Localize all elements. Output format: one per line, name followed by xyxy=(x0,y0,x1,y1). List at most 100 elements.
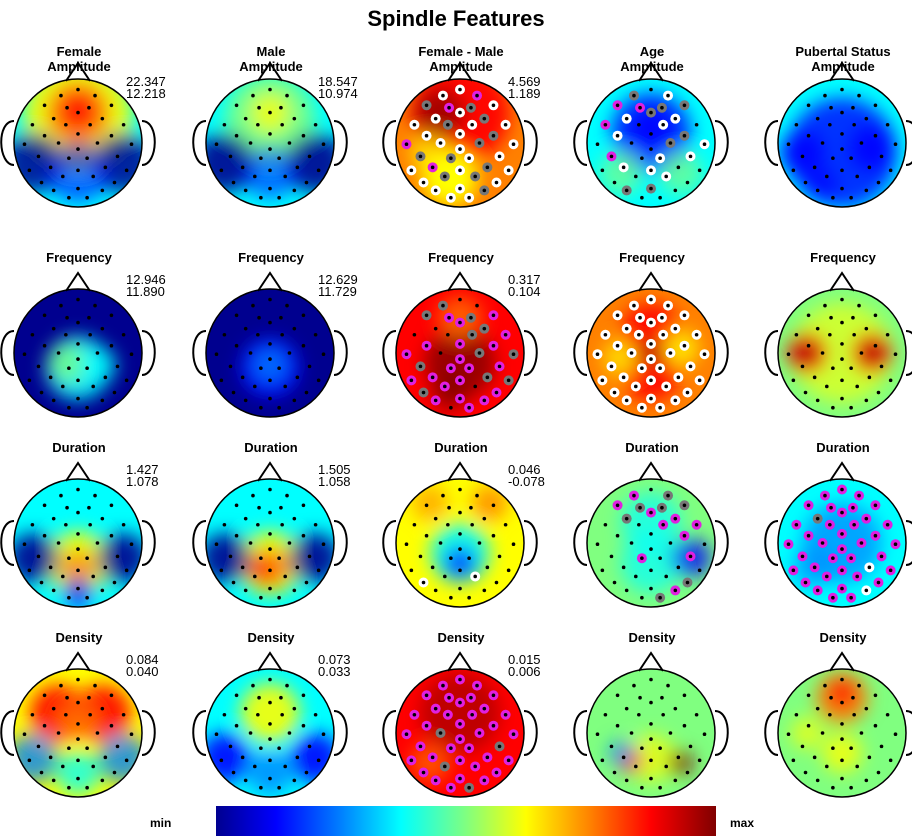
head-topomap-icon xyxy=(764,61,912,208)
topomap-panel: Duration 1.427 1.078 xyxy=(0,440,186,630)
range-max: 12.946 xyxy=(126,272,166,287)
range-min: 0.033 xyxy=(318,664,351,679)
range-labels: 22.347 12.218 xyxy=(126,74,166,101)
range-min: 1.058 xyxy=(318,474,351,489)
head-topomap-icon xyxy=(573,271,729,418)
panel-title: Age Amplitude xyxy=(577,44,727,74)
range-max: 22.347 xyxy=(126,74,166,89)
range-min: 0.040 xyxy=(126,664,159,679)
figure-title: Spindle Features xyxy=(367,6,545,31)
column-title: Male xyxy=(256,44,286,59)
panel-title: Frequency xyxy=(4,250,154,265)
metric-label: Frequency xyxy=(619,250,685,265)
metric-label: Duration xyxy=(434,440,488,455)
range-labels: 4.569 1.189 xyxy=(508,74,541,101)
panel-title: Duration xyxy=(768,440,912,455)
topomap-panel: Frequency 12.629 11.729 xyxy=(192,250,378,440)
range-max: 1.427 xyxy=(126,462,159,477)
column-title: Female - Male xyxy=(418,44,504,59)
range-min: 0.006 xyxy=(508,664,541,679)
metric-label: Duration xyxy=(816,440,870,455)
metric-label: Density xyxy=(55,630,103,645)
range-min: -0.078 xyxy=(508,474,545,489)
metric-label: Amplitude xyxy=(811,59,875,74)
range-max: 0.015 xyxy=(508,652,541,667)
head-topomap-icon xyxy=(192,271,348,418)
panel-title: Female Amplitude xyxy=(4,44,154,74)
topomap-panel: Female - Male Amplitude 4.569 1.189 xyxy=(382,40,568,230)
topomap-panel: Frequency 12.946 11.890 xyxy=(0,250,186,440)
metric-label: Density xyxy=(437,630,485,645)
head-topomap-icon xyxy=(0,461,156,608)
topomap-panel: Pubertal Status Amplitude xyxy=(764,40,912,230)
column-title: Age xyxy=(639,44,665,59)
metric-label: Amplitude xyxy=(47,59,111,74)
range-labels: 18.547 10.974 xyxy=(318,74,358,100)
column-title: Female xyxy=(56,44,102,59)
panel-title: Duration xyxy=(577,440,727,455)
range-labels: 12.946 11.890 xyxy=(126,272,166,299)
range-labels: 0.073 0.033 xyxy=(318,652,351,679)
metric-label: Frequency xyxy=(46,250,112,265)
panel-title: Density xyxy=(196,630,346,645)
range-min: 1.189 xyxy=(508,86,541,101)
range-min: 11.729 xyxy=(318,284,357,299)
panel-title: Density xyxy=(577,630,727,645)
panel-title: Duration xyxy=(196,440,346,455)
metric-label: Density xyxy=(247,630,295,645)
head-topomap-icon xyxy=(192,461,348,608)
head-topomap-icon xyxy=(573,61,729,208)
range-min: 0.104 xyxy=(508,284,541,299)
colorbar-min-label: min xyxy=(150,816,172,830)
head-topomap-icon xyxy=(0,61,156,208)
metric-label: Duration xyxy=(244,440,298,455)
head-topomap-icon xyxy=(382,61,538,208)
panel-title: Duration xyxy=(4,440,154,455)
topomap-panel: Density xyxy=(573,630,759,820)
metric-label: Amplitude xyxy=(239,59,303,74)
metric-label: Amplitude xyxy=(429,59,493,74)
panel-title: Frequency xyxy=(577,250,727,265)
metric-label: Density xyxy=(819,630,867,645)
range-labels: 12.629 11.729 xyxy=(318,272,358,299)
range-min: 11.890 xyxy=(126,284,165,299)
topomap-panel: Density 0.084 0.040 xyxy=(0,630,186,820)
metric-label: Frequency xyxy=(810,250,876,265)
topomap-panel: Duration xyxy=(764,440,912,630)
range-labels: 0.015 0.006 xyxy=(508,652,541,679)
panel-title: Female - Male Amplitude xyxy=(386,44,536,74)
head-topomap-icon xyxy=(764,651,912,798)
range-max: 4.569 xyxy=(508,74,541,89)
metric-label: Frequency xyxy=(428,250,494,265)
column-title: Pubertal Status xyxy=(795,44,891,59)
range-max: 12.629 xyxy=(318,272,358,287)
panel-title: Density xyxy=(4,630,154,645)
head-topomap-icon xyxy=(573,461,729,608)
head-topomap-icon xyxy=(573,651,729,798)
panel-title: Pubertal Status Amplitude xyxy=(768,44,912,74)
head-topomap-icon xyxy=(382,461,538,608)
range-labels: 0.046 -0.078 xyxy=(508,462,545,489)
topomap-panel: Duration 1.505 1.058 xyxy=(192,440,378,630)
colorbar-max-label: max xyxy=(730,816,755,830)
topomap-panel: Frequency xyxy=(764,250,912,440)
head-topomap-icon xyxy=(382,651,538,798)
range-labels: 0.317 0.104 xyxy=(508,273,541,299)
topomap-panel: Duration 0.046 -0.078 xyxy=(382,440,568,630)
range-min: 12.218 xyxy=(126,86,166,101)
range-max: 18.547 xyxy=(318,74,358,89)
panel-title: Frequency xyxy=(768,250,912,265)
topomap-panel: Male Amplitude 18.547 10.974 xyxy=(192,40,378,230)
panel-title: Male Amplitude xyxy=(196,44,346,74)
topomap-panel: Frequency 0.317 0.104 xyxy=(382,250,568,440)
topomap-panel: Density 0.015 0.006 xyxy=(382,630,568,820)
topomap-panel: Duration xyxy=(573,440,759,630)
range-max: 0.046 xyxy=(508,462,541,477)
colorbar-gradient xyxy=(216,806,716,836)
panel-title: Density xyxy=(768,630,912,645)
range-labels: 1.427 1.078 xyxy=(126,462,159,488)
range-labels: 0.084 0.040 xyxy=(126,653,159,679)
range-max: 0.073 xyxy=(318,652,351,667)
metric-label: Amplitude xyxy=(620,59,684,74)
topomap-panel: Density xyxy=(764,630,912,820)
